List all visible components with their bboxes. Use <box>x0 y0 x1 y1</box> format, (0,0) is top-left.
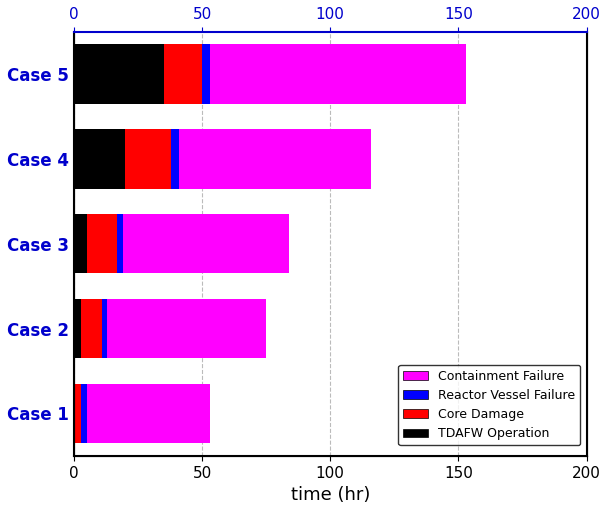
Bar <box>81 299 102 358</box>
Bar <box>107 299 266 358</box>
Bar <box>74 214 86 273</box>
Bar <box>179 129 371 189</box>
Legend: Containment Failure, Reactor Vessel Failure, Core Damage, TDAFW Operation: Containment Failure, Reactor Vessel Fail… <box>398 364 581 445</box>
Bar <box>123 214 289 273</box>
Bar <box>74 44 164 104</box>
Bar <box>202 44 210 104</box>
Bar <box>117 214 123 273</box>
Bar <box>125 129 171 189</box>
Bar <box>81 384 86 443</box>
Bar <box>86 214 117 273</box>
Bar <box>74 299 81 358</box>
Bar <box>164 44 202 104</box>
Bar <box>86 384 210 443</box>
Bar <box>102 299 107 358</box>
X-axis label: time (hr): time (hr) <box>291 486 370 504</box>
Bar <box>171 129 179 189</box>
Bar <box>210 44 466 104</box>
Bar <box>74 384 81 443</box>
Bar <box>74 129 125 189</box>
